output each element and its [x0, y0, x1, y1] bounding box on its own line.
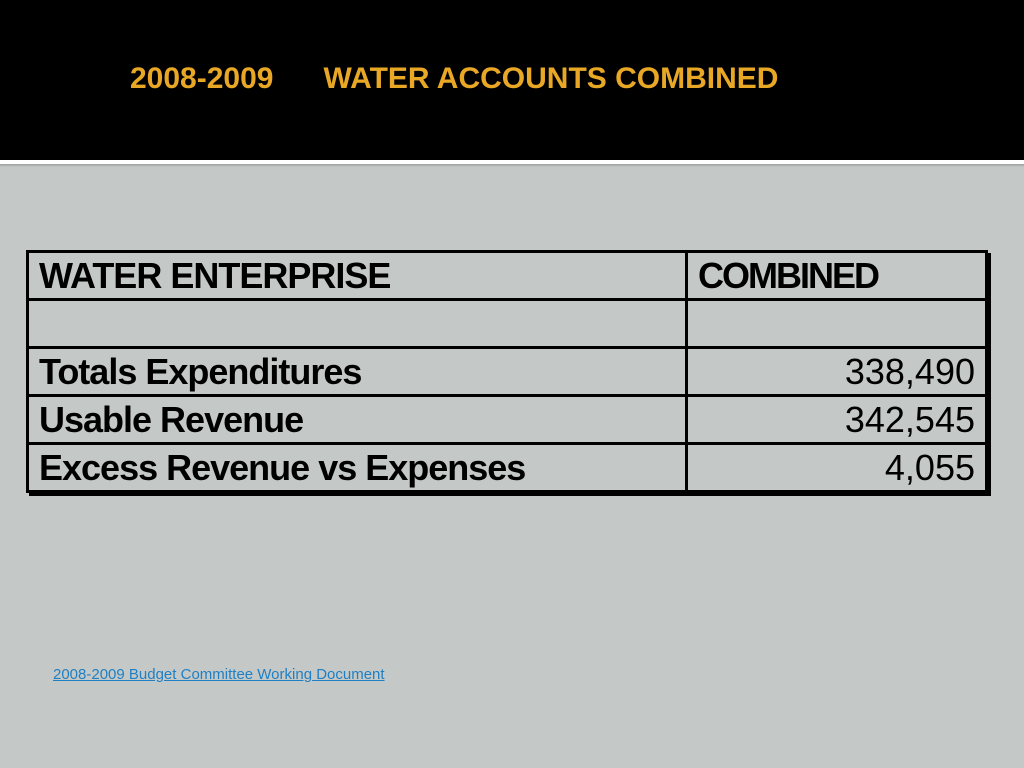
header-water-enterprise: WATER ENTERPRISE — [26, 250, 688, 301]
table-container: WATER ENTERPRISE COMBINED Totals Expendi… — [26, 250, 988, 493]
table-row — [26, 298, 988, 349]
row-label-excess-revenue: Excess Revenue vs Expenses — [26, 442, 688, 493]
row-value — [685, 298, 988, 349]
row-label — [26, 298, 688, 349]
title-bar — [0, 0, 1024, 160]
table-row: Usable Revenue 342,545 — [26, 394, 988, 445]
title-divider — [0, 160, 1024, 164]
row-value-totals-expenditures: 338,490 — [685, 346, 988, 397]
header-combined: COMBINED — [685, 250, 988, 301]
table-row: Excess Revenue vs Expenses 4,055 — [26, 442, 988, 493]
row-label-totals-expenditures: Totals Expenditures — [26, 346, 688, 397]
budget-document-link[interactable]: 2008-2009 Budget Committee Working Docum… — [53, 666, 385, 683]
row-value-usable-revenue: 342,545 — [685, 394, 988, 445]
row-label-usable-revenue: Usable Revenue — [26, 394, 688, 445]
water-accounts-table: WATER ENTERPRISE COMBINED Totals Expendi… — [26, 250, 988, 493]
title-divider-shadow — [0, 164, 1024, 167]
slide-title: 2008-2009 WATER ACCOUNTS COMBINED — [130, 62, 779, 95]
table-row: Totals Expenditures 338,490 — [26, 346, 988, 397]
row-value-excess-revenue: 4,055 — [685, 442, 988, 493]
table-header-row: WATER ENTERPRISE COMBINED — [26, 250, 988, 301]
